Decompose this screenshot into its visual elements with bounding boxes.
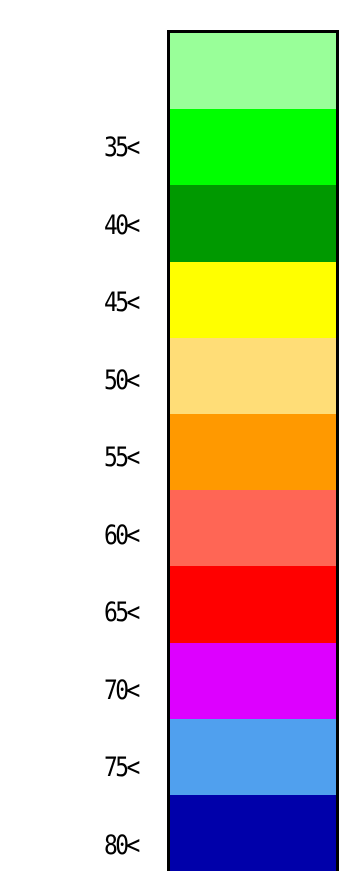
legend-label-50: 50< — [104, 365, 140, 396]
legend-label-40: 40< — [104, 210, 140, 241]
legend-swatch-65 — [170, 566, 336, 643]
legend-swatch-60 — [170, 490, 336, 567]
legend-swatch-40 — [170, 185, 336, 262]
legend-label-35: 35< — [104, 132, 140, 163]
legend-label-55: 55< — [104, 442, 140, 473]
legend-swatch-0 — [170, 33, 336, 110]
legend-swatch-55 — [170, 413, 336, 491]
legend-label-60: 60< — [104, 520, 140, 551]
legend-swatch-80 — [170, 794, 336, 871]
legend-swatch-50 — [170, 337, 336, 414]
legend-label-65: 65< — [104, 597, 140, 628]
legend-label-80: 80< — [104, 830, 140, 861]
legend-label-45: 45< — [104, 287, 140, 318]
legend-swatch-45 — [170, 261, 336, 338]
color-scale-legend — [167, 30, 339, 871]
legend-label-70: 70< — [104, 675, 140, 706]
legend-label-75: 75< — [104, 752, 140, 783]
legend-swatch-35 — [170, 109, 336, 186]
legend-swatch-75 — [170, 718, 336, 795]
legend-swatch-70 — [170, 642, 336, 719]
